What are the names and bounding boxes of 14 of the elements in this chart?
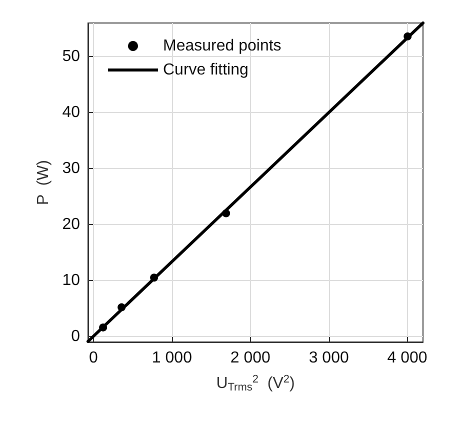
y-tick-label: 50 [62, 48, 80, 66]
legend-label: Curve fitting [163, 62, 248, 78]
y-tick-label: 40 [62, 104, 80, 122]
legend-label: Measured points [163, 38, 282, 54]
y-tick-label: 10 [62, 272, 80, 289]
x-tick-label: 0 [89, 350, 98, 366]
y-tick-label: 20 [62, 216, 80, 233]
x-tick-label: 3 000 [308, 350, 349, 366]
x-tick-label: 1 000 [152, 350, 192, 366]
x-tick-label: 2 000 [230, 350, 271, 366]
y-tick-label: 30 [62, 160, 80, 178]
y-tick-label: 0 [71, 328, 80, 345]
y-axis-title: P (W) [34, 160, 52, 206]
x-tick-label: 4 000 [387, 350, 428, 366]
